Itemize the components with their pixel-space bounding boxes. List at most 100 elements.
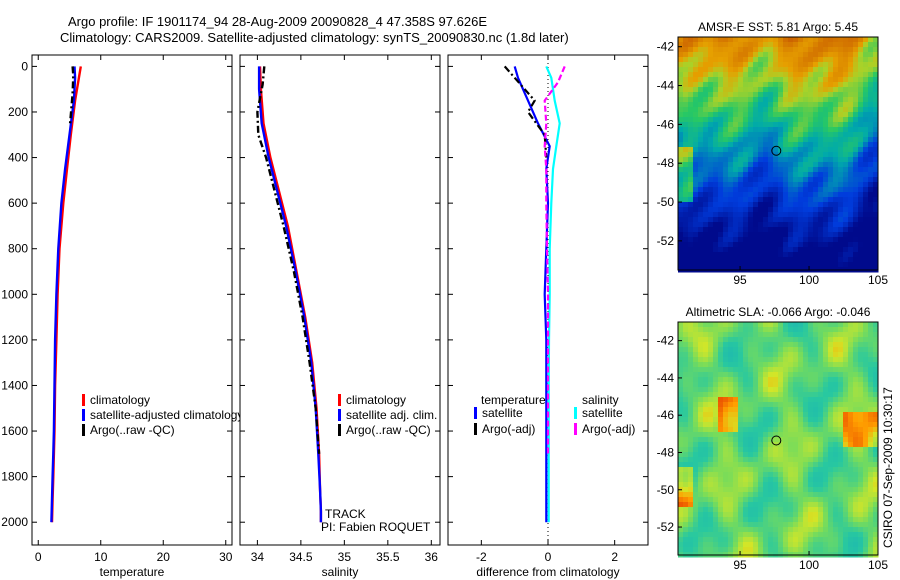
sst_map-cell — [788, 62, 794, 68]
sst_map-cell — [768, 262, 774, 268]
sst_map-cell — [768, 197, 774, 203]
sst_map-cell — [828, 137, 834, 143]
sst_map-cell — [768, 67, 774, 73]
sst_map-cell — [683, 112, 689, 118]
sla_map-cell — [808, 357, 814, 363]
sla_map-cell — [873, 522, 879, 528]
sst_map-cell — [748, 227, 754, 233]
sst_map-cell — [723, 72, 729, 78]
sst_map-cell — [793, 157, 799, 163]
temperature-ytick-label: 1800 — [1, 470, 28, 484]
sla_map-cell — [778, 537, 784, 543]
sla_map-cell — [873, 437, 879, 443]
sla_map-cell — [818, 437, 824, 443]
sst_map-cell — [773, 262, 779, 268]
sst_map-cell — [718, 132, 724, 138]
sla_map-cell — [678, 477, 684, 483]
sst_map-cell — [743, 187, 749, 193]
sst_map-cell — [703, 112, 709, 118]
sla_map-cell — [763, 337, 769, 343]
sst_map-cell — [708, 252, 714, 258]
sst_map-cell — [803, 177, 809, 183]
sst_map-cell — [768, 117, 774, 123]
sst_map-cell — [828, 172, 834, 178]
sla_map-cell — [763, 432, 769, 438]
sla_map-cell — [838, 322, 844, 328]
sst_map-cell — [838, 187, 844, 193]
sla_map-cell — [768, 372, 774, 378]
sst_map-cell — [858, 122, 864, 128]
sst_map-cell — [773, 72, 779, 78]
sla_map-cell — [863, 527, 869, 533]
sla_map-cell — [873, 427, 879, 433]
sla_map-cell — [733, 517, 739, 523]
sla_map-cell — [793, 372, 799, 378]
sst_map-cell — [798, 152, 804, 158]
sst_map-cell — [678, 262, 684, 268]
sst_map-cell — [838, 222, 844, 228]
sst_map-cell — [763, 92, 769, 98]
sla_map-cell — [793, 442, 799, 448]
sla_map-cell — [768, 322, 774, 328]
sst_map-cell — [803, 117, 809, 123]
sst_map-cell — [688, 52, 694, 58]
sla_map-cell — [683, 322, 689, 328]
sst_map-cell — [693, 192, 699, 198]
sla_map-cell — [813, 547, 819, 553]
sst_map-cell — [698, 92, 704, 98]
sla_map-cell — [858, 432, 864, 438]
sst_map-cell — [738, 217, 744, 223]
sla_map-cell — [713, 352, 719, 358]
sla_map-cell — [713, 437, 719, 443]
sst_map-cell — [783, 167, 789, 173]
sla_map-cell — [698, 352, 704, 358]
sst_map-cell — [828, 177, 834, 183]
sla_map-cell — [703, 452, 709, 458]
sst_map-cell — [778, 152, 784, 158]
sst_map-cell — [708, 222, 714, 228]
sla_map-cell — [713, 477, 719, 483]
sla_map-cell — [728, 492, 734, 498]
sst_map-cell — [713, 122, 719, 128]
sla_map-cell — [753, 417, 759, 423]
sla_map-cell — [853, 432, 859, 438]
sst_map-cell — [763, 212, 769, 218]
sla_map-cell — [828, 547, 834, 553]
sst_map-cell — [758, 207, 764, 213]
sst_map-cell — [738, 92, 744, 98]
sst_map-cell — [793, 142, 799, 148]
sst_map-cell — [838, 227, 844, 233]
sla_map-cell — [838, 417, 844, 423]
sst_map-cell — [713, 87, 719, 93]
sla_map-cell — [743, 367, 749, 373]
sla_map-cell — [733, 512, 739, 518]
sst_map-cell — [743, 72, 749, 78]
sla_map-cell — [678, 457, 684, 463]
sst_map-cell — [763, 137, 769, 143]
sla_map-cell — [778, 532, 784, 538]
sst_map-cell — [698, 222, 704, 228]
sst_map-cell — [778, 117, 784, 123]
sst_map-cell — [868, 237, 874, 243]
sla_map-cell — [728, 462, 734, 468]
sst_map-cell — [698, 177, 704, 183]
sla_map-cell — [718, 467, 724, 473]
sla_map-cell — [693, 512, 699, 518]
sla_map-cell — [713, 337, 719, 343]
sst_map-cell — [863, 177, 869, 183]
sst_map-cell — [718, 142, 724, 148]
sla_map-cell — [718, 352, 724, 358]
sla_map-cell — [778, 357, 784, 363]
salinity-xtick-label: 35.5 — [376, 550, 400, 564]
sst_map-cell — [863, 202, 869, 208]
sst_map-cell — [803, 112, 809, 118]
sla_map-cell — [808, 332, 814, 338]
sst_map-cell — [838, 42, 844, 48]
sla_map-cell — [793, 467, 799, 473]
sla_map-cell — [703, 492, 709, 498]
sla_map-cell — [858, 412, 864, 418]
sst_map-cell — [808, 257, 814, 263]
sla_map-cell — [708, 507, 714, 513]
sla_map-cell — [748, 467, 754, 473]
sla_map-cell — [853, 447, 859, 453]
